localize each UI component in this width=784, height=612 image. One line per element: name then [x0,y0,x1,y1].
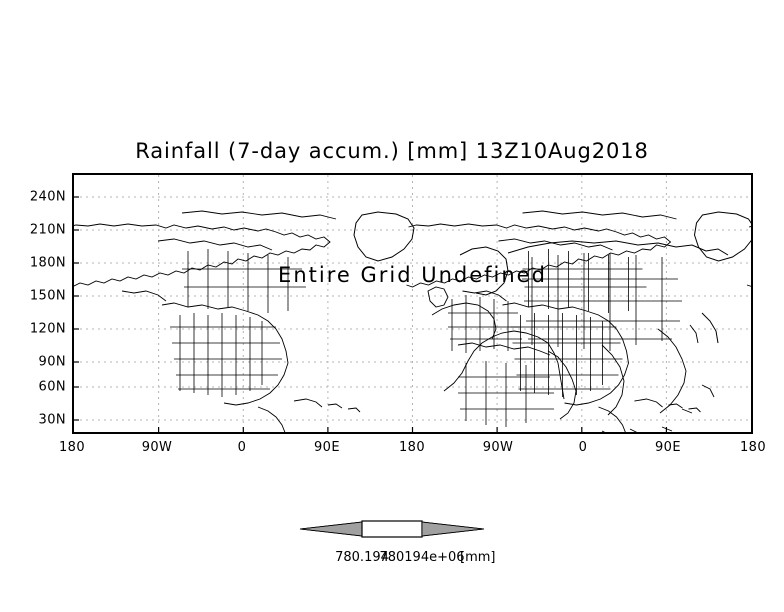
x-tick-label: 90E [314,440,340,455]
y-tick-label: 150N [29,288,66,304]
gridlines [74,175,751,432]
y-tick-label: 180N [29,255,66,271]
x-axis-labels: 180 90W 0 90E 180 90W 0 90E 180 [59,440,766,460]
y-tick-label: 120N [29,321,66,337]
x-tick-label: 90W [141,440,173,455]
colorbar-max-label: 780194e+06 [379,550,465,565]
x-tick-label: 180 [739,440,767,455]
y-axis-labels: 240N 210N 180N 150N 120N 90N 60N 30N [16,173,66,434]
entire-grid-undefined-message: Entire Grid Undefined [278,263,547,287]
x-tick-label: 90W [482,440,514,455]
y-tick-label: 60N [38,379,66,395]
undefined-message-layer: Entire Grid Undefined [74,175,751,432]
colorbar-units-label: [mm] [460,550,496,565]
x-tick-label: 180 [398,440,426,455]
x-tick-label: 180 [58,440,86,455]
x-tick-label: 0 [578,440,588,455]
x-tick-label: 0 [237,440,247,455]
x-tick-label: 90E [655,440,681,455]
colorbar-swatches [299,520,485,538]
map-plot-area: Entire Grid Undefined [72,173,753,434]
y-tick-label: 90N [38,354,66,370]
colorbar-min-label: 780.194 [335,550,389,565]
y-tick-label: 210N [29,222,66,238]
y-tick-label: 30N [38,412,66,428]
page-title: Rainfall (7-day accum.) [mm] 13Z10Aug201… [135,139,649,163]
y-tick-label: 240N [29,189,66,205]
colorbar: 780.194 780194e+06 [mm] [292,512,496,568]
